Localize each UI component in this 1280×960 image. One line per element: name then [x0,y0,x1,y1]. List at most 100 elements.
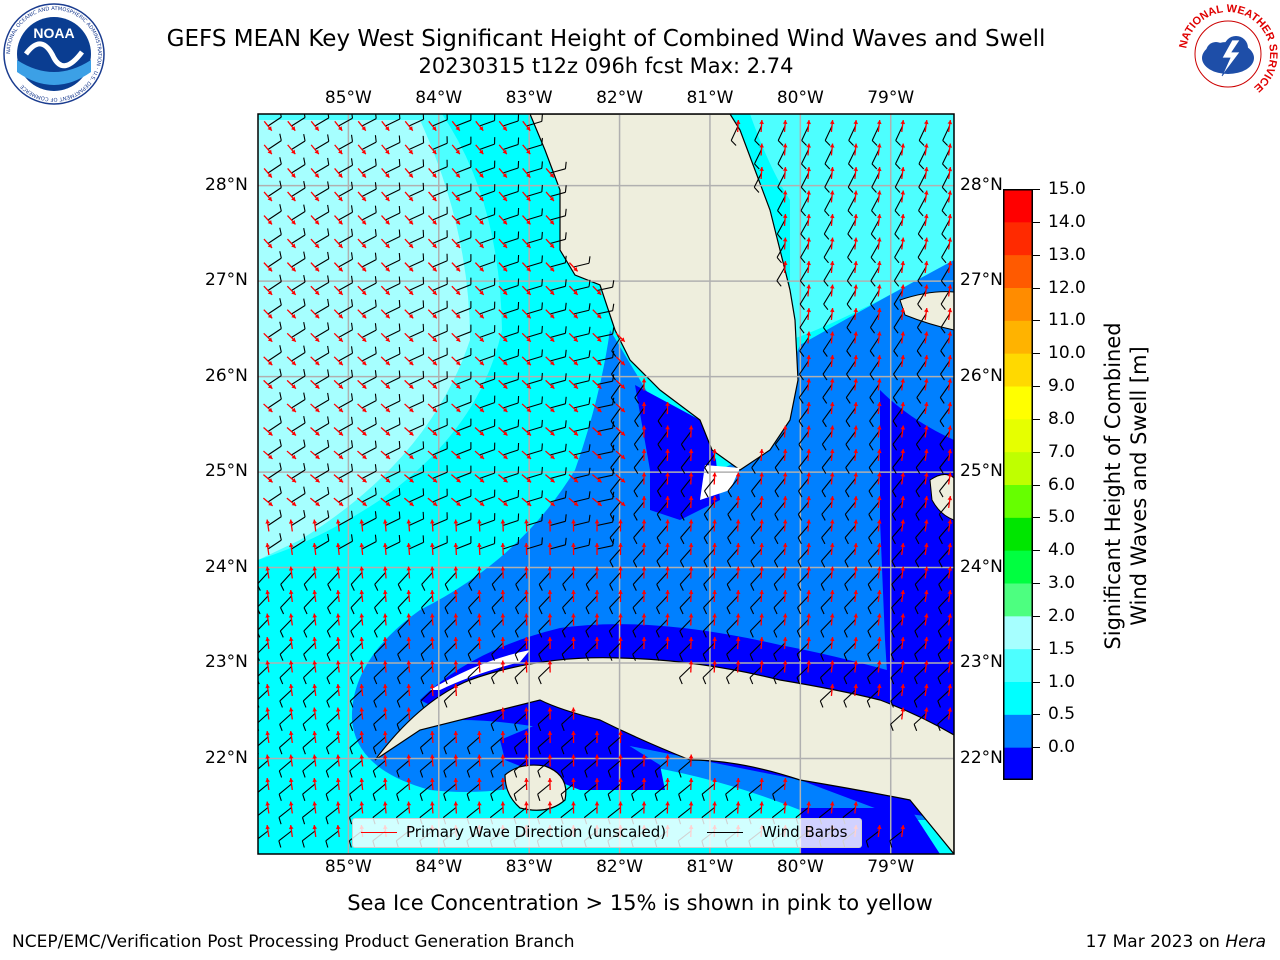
wind-barb [301,830,316,848]
wind-barb [573,279,591,292]
wind-barb [913,689,927,708]
wind-barb [373,666,386,685]
wind-barb [338,346,354,362]
wave-direction-arrow [806,519,811,532]
wind-legend-swatch [707,832,743,833]
wave-direction-arrow [782,519,788,532]
wave-direction-arrow [592,403,602,413]
wind-barb [385,182,401,197]
wind-barb [772,666,786,685]
colorbar-bin [1003,320,1033,354]
wind-barb [361,440,377,456]
wave-direction-arrow [615,356,626,366]
wind-barb [754,149,762,170]
wave-direction-arrow [263,332,273,343]
wave-direction-arrow [404,120,414,132]
lat-label: 22°N [205,747,248,768]
wind-barb [799,313,809,334]
wind-barb [892,431,903,451]
wind-barb [479,489,496,503]
wave-direction-arrow [759,519,764,532]
wave-direction-arrow [900,824,906,838]
wave-direction-arrow [876,824,882,838]
wind-barb [655,619,668,638]
lat-label: 27°N [960,270,1003,291]
wave-direction-arrow [853,636,859,650]
wave-direction-arrow [947,472,953,485]
wind-barb [937,689,950,708]
wind-barb [314,322,330,338]
wave-direction-arrow [782,237,788,250]
wave-direction-arrow [381,120,390,132]
wind-barb [894,243,903,264]
wave-direction-arrow [829,801,835,814]
wave-direction-arrow [477,636,482,650]
wind-barb [267,509,282,526]
colorbar-tick [1033,287,1040,289]
wind-barb [822,313,833,334]
wave-direction-arrow [288,754,294,767]
wave-direction-arrow [521,238,532,249]
colorbar-bin [1003,451,1033,485]
wind-barb [939,384,950,404]
wind-barb [468,595,480,615]
wind-barb [372,760,386,778]
wind-barb [680,525,692,545]
wave-direction-arrow [947,378,953,391]
wind-barb [373,619,386,638]
wind-barb [891,501,903,521]
wind-barb [801,149,809,170]
wave-direction-arrow [923,472,929,485]
wind-barb [774,478,786,498]
wave-direction-arrow [853,519,859,532]
wind-barb [479,348,496,362]
wave-direction-arrow [688,495,694,509]
lat-label: 23°N [205,652,248,673]
wave-direction-arrow [592,285,602,296]
wave-direction-arrow [498,144,508,155]
wave-direction-arrow [524,777,529,791]
wave-direction-arrow [498,474,508,483]
wave-direction-arrow [286,238,297,249]
wind-barb [385,393,401,409]
wind-barb [267,368,282,385]
wind-barb [893,360,903,381]
wave-direction-arrow [829,401,835,415]
wind-barb [338,487,354,503]
wind-barb [725,666,739,685]
wave-direction-arrow [333,427,344,436]
wind-barb [526,161,543,174]
wind-barb [338,463,354,479]
isla-juventud [504,764,567,811]
wave-direction-arrow [451,403,461,413]
wind-barb [361,346,377,362]
wind-barb [455,183,472,198]
wind-barb [361,323,377,338]
wave-direction-arrow [592,332,602,343]
wind-barb [421,572,433,591]
wave-direction-arrow [428,168,437,178]
wave-direction-arrow [288,801,294,814]
wave-direction-arrow [521,379,532,390]
wind-barb [704,478,715,498]
wind-barb [916,313,927,334]
wind-barb [455,489,472,503]
wind-barb [267,133,282,150]
wave-direction-arrow [524,730,529,744]
wave-direction-arrow [947,284,953,297]
wave-direction-arrow [498,309,508,319]
wave-direction-arrow [427,238,438,249]
wave-direction-arrow [568,356,579,366]
wave-direction-arrow [500,542,506,556]
wave-direction-arrow [380,403,391,413]
wave-direction-arrow [568,309,579,319]
wind-barb [538,642,551,661]
wave-direction-arrow [618,589,623,603]
wind-barb [634,407,645,428]
wind-barb [596,421,615,433]
wind-barb [797,595,809,615]
wind-barb [361,299,377,315]
wave-direction-arrow [359,519,365,532]
wave-direction-arrow [735,542,741,556]
wind-barb [657,478,668,498]
